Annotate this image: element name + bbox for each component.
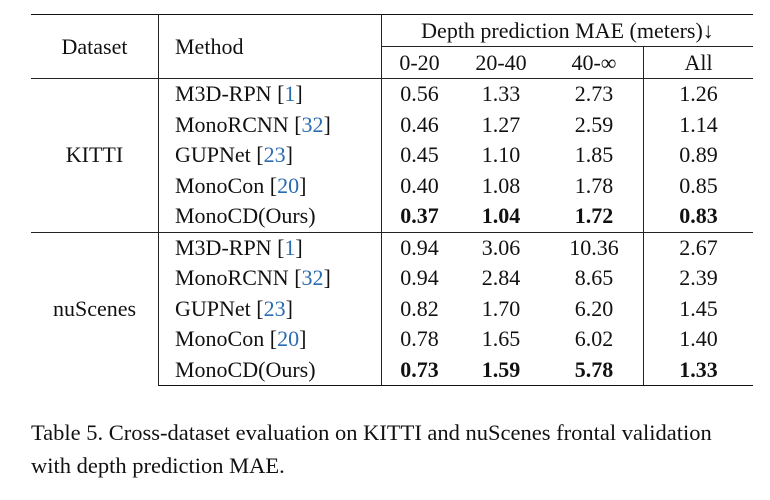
mae-value-cell: 5.78	[545, 354, 644, 386]
citation-link[interactable]: 32	[301, 111, 324, 137]
mae-value-cell: 0.83	[679, 203, 718, 229]
mae-value-cell: 2.84	[481, 265, 521, 291]
mae-value-cell: 2.73	[545, 78, 644, 110]
citation-link[interactable]: 23	[263, 142, 286, 168]
citation-link[interactable]: 20	[277, 326, 300, 352]
table-row: MonoCon [20] 0.78 1.65 6.02 1.40	[31, 324, 753, 355]
method-name: M3D-RPN	[175, 234, 272, 260]
mae-value-cell: 0.45	[400, 142, 439, 168]
table-row: MonoCon [20] 0.40 1.08 1.78 0.85	[31, 170, 753, 201]
method-cell: MonoRCNN [32]	[158, 263, 382, 294]
header-row-1: Dataset Method Depth prediction MAE (met…	[31, 14, 753, 79]
method-cell: M3D-RPN [1]	[158, 78, 382, 110]
mae-value-cell: 2.39	[679, 265, 718, 291]
table-row: MonoRCNN [32] 0.46 1.27 2.59 1.14	[31, 109, 753, 140]
table-row: GUPNet [23] 0.82 1.70 6.20 1.45	[31, 293, 753, 324]
header-range-0-20: 0-20	[399, 49, 440, 75]
header-range-20-40: 20-40	[475, 49, 527, 75]
method-name: MonoCon	[175, 172, 265, 198]
mae-value-cell: 1.59	[457, 354, 545, 386]
mae-value-cell: 3.06	[457, 231, 545, 263]
method-name: MonoCD(Ours)	[175, 203, 316, 229]
mae-value-cell: 1.08	[481, 172, 521, 198]
mae-value-cell: 1.85	[545, 140, 644, 171]
mae-value-cell: 0.73	[381, 354, 457, 386]
dataset-cell: KITTI	[31, 78, 159, 232]
mae-value-cell: 6.02	[545, 324, 644, 355]
mae-value-cell: 0.56	[381, 78, 457, 110]
header-method: Method	[158, 14, 382, 79]
header-dataset: Dataset	[31, 14, 159, 79]
mae-value-cell: 1.14	[679, 111, 718, 137]
table-row: nuScenes M3D-RPN [1] 0.94 3.06 10.36 2.67	[31, 231, 753, 386]
method-name: M3D-RPN	[175, 81, 272, 107]
method-cell: MonoRCNN [32]	[158, 109, 382, 140]
method-cell: GUPNet [23]	[158, 140, 382, 171]
method-cell: M3D-RPN [1]	[158, 231, 382, 263]
mae-value-cell: 0.94	[381, 231, 457, 263]
header-row-2: 0-20 20-40 40-∞ All	[31, 46, 753, 79]
mae-value-cell: 10.36	[545, 231, 644, 263]
method-cell: GUPNet [23]	[158, 293, 382, 324]
mae-value-cell: 2.67	[643, 231, 753, 263]
method-cell: MonoCon [20]	[158, 324, 382, 355]
header-mae-group: Depth prediction MAE (meters)↓	[381, 14, 753, 47]
method-name: GUPNet	[175, 295, 251, 321]
mae-value-cell: 1.70	[481, 295, 521, 321]
header-range-all: All	[684, 49, 713, 75]
table-row: GUPNet [23] 0.45 1.10 1.85 0.89	[31, 140, 753, 171]
results-table: Dataset Method Depth prediction MAE (met…	[31, 14, 753, 386]
citation-link[interactable]: 1	[284, 81, 296, 107]
method-name: MonoRCNN	[175, 111, 289, 137]
mae-value-cell: 1.40	[679, 326, 718, 352]
mae-value-cell: 8.65	[545, 263, 644, 294]
mae-value-cell: 1.26	[643, 78, 753, 110]
dataset-cell: nuScenes	[31, 231, 159, 386]
table-row: KITTI M3D-RPN [1] 0.56 1.33 2.73 1.26	[31, 78, 753, 232]
citation-link[interactable]: 1	[284, 234, 296, 260]
table-caption: Table 5. Cross-dataset evaluation on KIT…	[31, 420, 712, 478]
mae-value-cell: 1.45	[679, 295, 718, 321]
results-table-body: Dataset Method Depth prediction MAE (met…	[31, 14, 753, 386]
mae-value-cell: 0.94	[400, 265, 439, 291]
method-name: MonoCD(Ours)	[175, 356, 316, 382]
table-row: MonoRCNN [32] 0.94 2.84 8.65 2.39	[31, 263, 753, 294]
mae-value-cell: 1.10	[481, 142, 521, 168]
citation-link[interactable]: 20	[277, 172, 300, 198]
mae-value-cell: 1.33	[457, 78, 545, 110]
mae-value-cell: 1.65	[481, 326, 521, 352]
mae-value-cell: 1.72	[545, 201, 644, 232]
method-name: MonoRCNN	[175, 265, 289, 291]
mae-value-cell: 1.04	[481, 203, 521, 229]
mae-value-cell: 0.37	[400, 203, 439, 229]
method-cell: MonoCD(Ours)	[158, 354, 382, 386]
mae-value-cell: 0.78	[400, 326, 439, 352]
mae-value-cell: 0.85	[679, 172, 718, 198]
mae-value-cell: 1.27	[481, 111, 521, 137]
citation-link[interactable]: 23	[263, 295, 286, 321]
mae-value-cell: 1.33	[643, 354, 753, 386]
method-cell: MonoCon [20]	[158, 170, 382, 201]
table-row: MonoCD(Ours) 0.73 1.59 5.78 1.33	[31, 354, 753, 386]
citation-link[interactable]: 32	[301, 265, 324, 291]
mae-value-cell: 0.82	[400, 295, 439, 321]
header-range-40-inf: 40-∞	[545, 46, 644, 79]
mae-value-cell: 6.20	[545, 293, 644, 324]
table-row: MonoCD(Ours) 0.37 1.04 1.72 0.83	[31, 201, 753, 232]
method-name: GUPNet	[175, 142, 251, 168]
method-name: MonoCon	[175, 326, 265, 352]
mae-value-cell: 2.59	[545, 109, 644, 140]
mae-value-cell: 1.78	[545, 170, 644, 201]
mae-value-cell: 0.46	[400, 111, 439, 137]
mae-value-cell: 0.89	[679, 142, 718, 168]
method-cell: MonoCD(Ours)	[158, 201, 382, 232]
mae-value-cell: 0.40	[400, 172, 439, 198]
